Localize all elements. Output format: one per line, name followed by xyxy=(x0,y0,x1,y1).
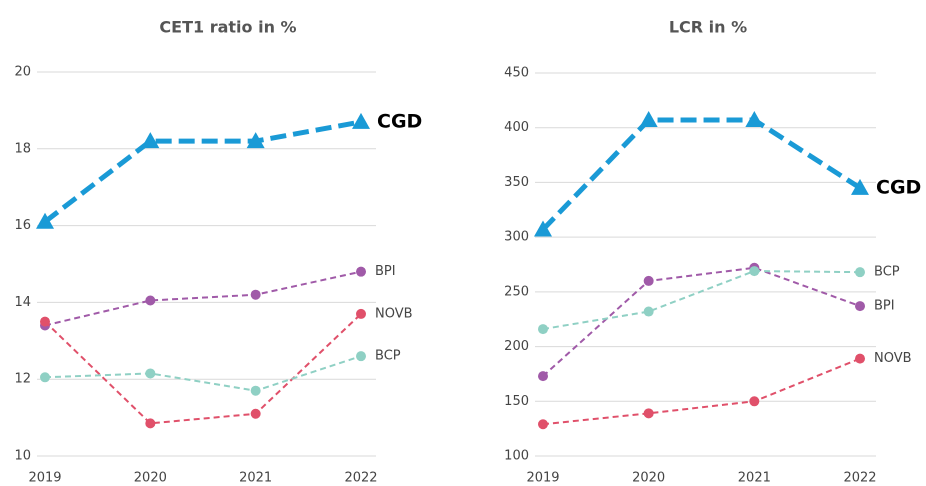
point-marker xyxy=(36,212,54,229)
point-marker xyxy=(250,289,261,300)
series-label: BPI xyxy=(874,299,895,314)
y-tick-label: 150 xyxy=(504,394,529,409)
point-marker xyxy=(851,178,869,195)
point-marker xyxy=(538,371,548,382)
point-marker xyxy=(855,353,865,364)
point-marker xyxy=(145,418,156,429)
point-marker xyxy=(356,266,366,277)
x-tick-label: 2021 xyxy=(239,471,272,486)
chart-title: CET1 ratio in % xyxy=(159,18,296,37)
series-label: CGD xyxy=(876,176,921,198)
y-tick-label: 14 xyxy=(14,295,31,310)
series-line xyxy=(541,117,862,232)
y-tick-label: 12 xyxy=(14,372,31,387)
point-marker xyxy=(643,306,654,317)
y-tick-label: 10 xyxy=(14,449,31,464)
point-marker xyxy=(40,316,50,327)
x-tick-label: 2019 xyxy=(28,471,61,486)
x-tick-label: 2021 xyxy=(738,471,771,486)
series-line xyxy=(542,357,861,426)
point-marker xyxy=(749,266,760,277)
x-tick-label: 2022 xyxy=(843,471,876,486)
point-marker xyxy=(250,385,261,396)
x-tick-label: 2019 xyxy=(526,471,559,486)
series-label: BCP xyxy=(874,265,900,280)
y-tick-label: 200 xyxy=(504,339,529,354)
series-line xyxy=(44,313,362,425)
y-tick-label: 450 xyxy=(504,66,529,81)
point-marker xyxy=(141,132,160,149)
y-tick-label: 16 xyxy=(14,218,31,233)
series-line xyxy=(542,266,861,377)
point-marker xyxy=(246,132,265,149)
y-tick-label: 250 xyxy=(504,284,529,299)
point-marker xyxy=(643,275,654,286)
series-label: NOVB xyxy=(874,351,912,366)
series-line xyxy=(44,270,362,327)
point-marker xyxy=(40,372,50,383)
series-label: CGD xyxy=(377,110,422,132)
series-label: BPI xyxy=(375,264,396,279)
point-marker xyxy=(643,408,654,419)
y-tick-label: 20 xyxy=(14,65,31,80)
x-tick-label: 2020 xyxy=(134,471,167,486)
point-marker xyxy=(145,295,156,306)
y-tick-label: 100 xyxy=(504,449,529,464)
point-marker xyxy=(855,267,865,278)
point-marker xyxy=(855,301,865,312)
series-line xyxy=(542,270,861,331)
y-tick-label: 300 xyxy=(504,230,529,245)
series-label: BCP xyxy=(375,349,401,364)
point-marker xyxy=(639,111,658,128)
point-marker xyxy=(749,396,760,407)
point-marker xyxy=(356,308,366,319)
point-marker xyxy=(356,351,366,362)
x-tick-label: 2022 xyxy=(344,471,377,486)
series-line xyxy=(43,119,362,224)
point-marker xyxy=(352,112,370,129)
x-tick-label: 2020 xyxy=(632,471,665,486)
point-marker xyxy=(145,368,156,379)
point-marker xyxy=(534,220,552,237)
y-tick-label: 18 xyxy=(14,141,31,156)
series-line xyxy=(44,355,362,392)
point-marker xyxy=(538,419,548,430)
point-marker xyxy=(250,408,261,419)
series-label: NOVB xyxy=(375,306,413,321)
y-tick-label: 400 xyxy=(504,120,529,135)
point-marker xyxy=(745,111,764,128)
point-marker xyxy=(538,324,548,335)
y-tick-label: 350 xyxy=(504,175,529,190)
chart-title: LCR in % xyxy=(669,18,747,37)
